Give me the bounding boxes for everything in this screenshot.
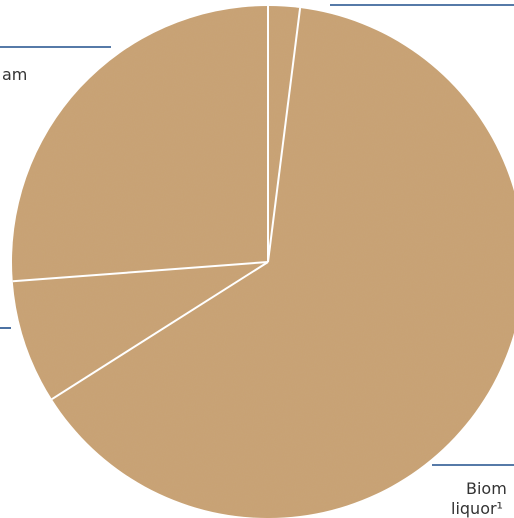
slice-label-liquor: liquor¹: [451, 499, 503, 518]
slice-label-biomass: Biom: [466, 479, 507, 498]
slice-biomass: [51, 8, 514, 518]
slice-left: [12, 262, 269, 400]
slice-label-steam: am: [2, 65, 27, 84]
slice-steam: [12, 6, 268, 282]
slice-dividers: [12, 6, 302, 401]
slice-divider: [267, 7, 302, 263]
slice-divider: [12, 261, 269, 283]
slice-divider: [51, 261, 269, 401]
pie-slices: [12, 6, 514, 518]
